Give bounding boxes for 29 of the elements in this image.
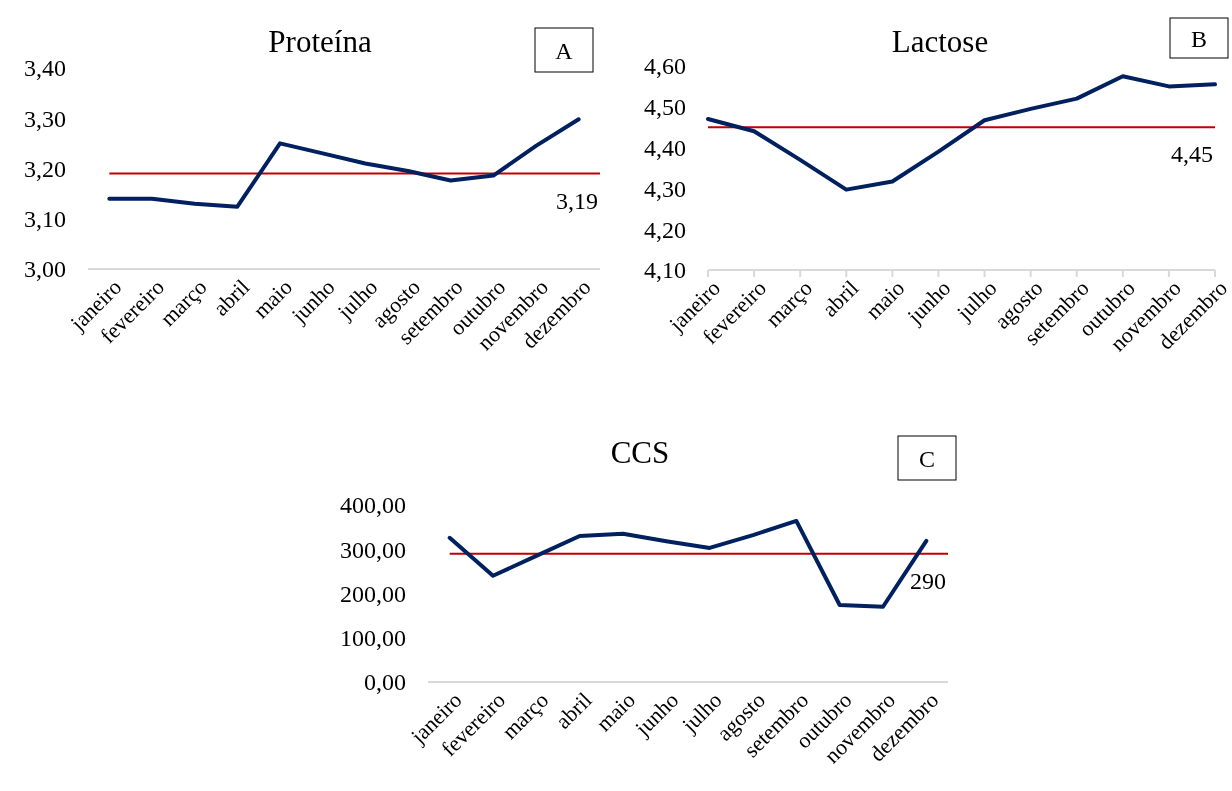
y-tick-label: 3,00	[24, 256, 66, 283]
y-tick-label: 4,60	[644, 53, 686, 80]
ref-line-label: 4,45	[1171, 141, 1213, 168]
text: B	[1190, 26, 1208, 52]
y-tick-label: 3,30	[24, 105, 66, 132]
y-tick-label: 3,40	[24, 55, 66, 82]
line-series	[706, 74, 1217, 192]
chart-title: CCS	[610, 435, 670, 470]
ref-line-label: 3,19	[556, 187, 598, 214]
y-tick-label: 0,00	[364, 669, 406, 696]
y-tick-label: 100,00	[340, 625, 406, 652]
text: C	[918, 446, 936, 472]
y-tick-label: 4,10	[644, 257, 686, 284]
x-tick-label: abril	[550, 687, 597, 734]
x-tick-label: abril	[208, 274, 255, 321]
y-tick-label: 200,00	[340, 580, 406, 607]
y-tick-label: 3,10	[24, 206, 66, 233]
x-tick-label: abril	[817, 275, 864, 322]
text: A	[555, 38, 574, 64]
y-tick-label: 300,00	[340, 536, 406, 563]
chart-title: Proteína	[268, 24, 372, 59]
y-tick-label: 4,20	[644, 216, 686, 243]
chart-title: Lactose	[891, 24, 989, 59]
y-tick-label: 400,00	[340, 492, 406, 519]
y-tick-label: 3,20	[24, 155, 66, 182]
y-tick-label: 4,40	[644, 135, 686, 161]
ref-line-label: 290	[910, 567, 946, 594]
y-tick-label: 4,50	[644, 94, 686, 121]
y-tick-label: 4,30	[644, 175, 686, 202]
